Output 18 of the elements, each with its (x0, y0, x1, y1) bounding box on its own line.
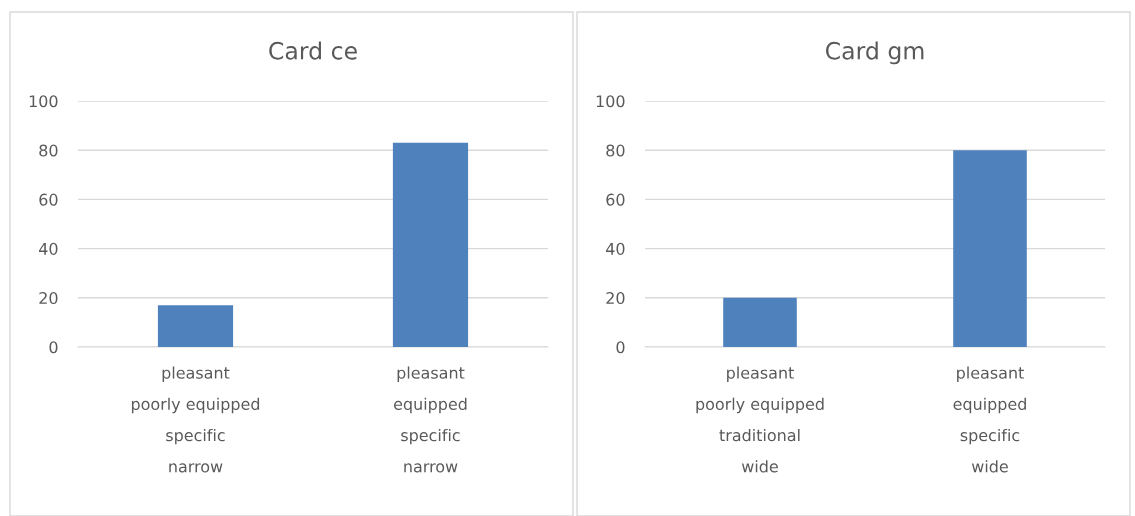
x-tick-label: pleasant poorly equipped specific narrow (131, 366, 260, 473)
x-tick-label: pleasant equipped specific wide (953, 366, 1026, 473)
y-tick-label: 0 (616, 341, 625, 354)
y-tick-label: 40 (606, 242, 625, 255)
x-tick-label: pleasant equipped specific narrow (393, 366, 467, 473)
y-tick-label: 100 (29, 95, 58, 108)
y-tick-label: 80 (39, 144, 58, 157)
y-tick-label: 40 (39, 242, 58, 255)
y-tick-label: 0 (49, 341, 58, 354)
chart-title: Card ce (269, 41, 357, 60)
y-tick-label: 60 (39, 193, 58, 206)
x-tick-label: pleasant poorly equipped traditional wide (696, 366, 824, 473)
y-tick-label: 20 (39, 292, 58, 305)
y-tick-label: 80 (606, 144, 625, 157)
chart-title: Card gm (825, 41, 924, 65)
y-tick-label: 100 (596, 95, 625, 108)
y-tick-label: 20 (606, 292, 625, 305)
y-tick-label: 60 (606, 193, 625, 206)
